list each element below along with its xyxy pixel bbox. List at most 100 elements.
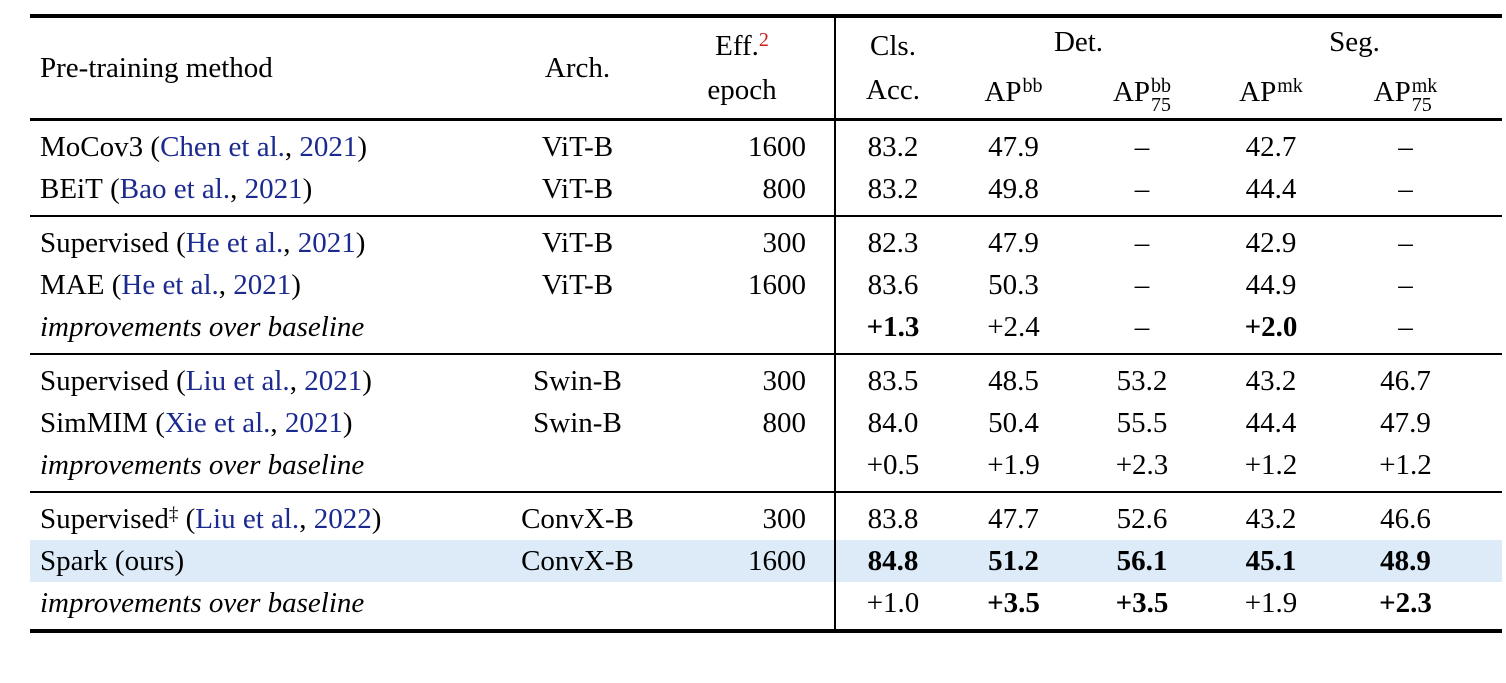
ap-sup-mk: mk — [1277, 75, 1303, 97]
cell-arch — [505, 306, 650, 354]
cell-method: Spark (ours) — [30, 540, 505, 582]
ap-sup-bb: bb — [1022, 75, 1043, 97]
cell-arch: Swin-B — [533, 406, 622, 439]
citation-year-link[interactable]: 2021 — [297, 226, 356, 259]
epoch-label: epoch — [707, 74, 777, 106]
cell-arch: ConvX-B — [505, 540, 650, 582]
cell-ap-mk: 43.2 — [1245, 364, 1297, 397]
ap-label: AP — [1239, 75, 1277, 108]
paren-open: ( — [168, 364, 186, 397]
method-name: MAE — [40, 268, 105, 301]
cell-ap-mk-75: – — [1398, 268, 1413, 301]
method-name: MoCov3 — [40, 130, 144, 163]
footnote-2-link[interactable]: 2 — [758, 29, 769, 51]
method-name: Supervised — [40, 364, 169, 397]
col-header-ap-bb: AP bb — [950, 66, 1077, 120]
cell-ap-mk-75: 48.9 — [1335, 540, 1502, 582]
citation-year-link[interactable]: 2021 — [299, 130, 358, 163]
col-header-epoch: Eff.2 epoch — [650, 16, 835, 120]
cell-epoch: 1600 — [748, 130, 806, 163]
cell-epoch: 1600 — [748, 268, 806, 301]
cell-ap-bb: 47.7 — [988, 502, 1039, 535]
cell-ap-bb-75: – — [1134, 130, 1150, 163]
paren-close: ) — [355, 226, 366, 259]
cell-ap-mk-75: – — [1398, 310, 1413, 343]
paren-open: ( — [104, 268, 122, 301]
cell-method: MAE (He et al., 2021) — [30, 264, 505, 306]
citation-link[interactable]: Bao et al. — [119, 172, 231, 205]
cell-ap-mk: 45.1 — [1207, 540, 1335, 582]
cell-cls-acc: 83.8 — [834, 492, 950, 540]
cell-ap-mk-75: 47.9 — [1380, 406, 1431, 439]
method-name: Supervised — [40, 226, 169, 259]
table-row: Supervised (He et al., 2021) ViT-B 300 8… — [30, 216, 1502, 264]
improvements-row: improvements over baseline +1.0 +3.5 +3.… — [30, 582, 1502, 631]
col-header-arch: Arch. — [544, 51, 611, 84]
citation-year-link[interactable]: 2021 — [244, 172, 303, 205]
cell-ap-mk: +1.2 — [1244, 448, 1298, 481]
cell-cls-acc: 83.2 — [834, 168, 950, 216]
citation-year-link[interactable]: 2022 — [313, 502, 372, 535]
table-header: Pre-training method Arch. Eff.2 epoch Cl… — [30, 16, 1502, 120]
cell-cls-acc: +1.0 — [834, 582, 950, 631]
cell-ap-mk: 44.4 — [1245, 172, 1297, 205]
cell-ap-bb: 49.8 — [988, 172, 1039, 205]
cell-ap-bb: 50.3 — [988, 268, 1039, 301]
paren-close: ) — [371, 502, 382, 535]
improvements-row: improvements over baseline +1.3 +2.4 – +… — [30, 306, 1502, 354]
citation-comma: , — [230, 172, 245, 205]
col-header-ap-mk-75: AP mk 75 — [1335, 66, 1502, 120]
cell-cls-acc: 83.2 — [834, 119, 950, 168]
cell-ap-bb: +3.5 — [987, 586, 1040, 619]
cell-ap-bb-75: +3.5 — [1115, 586, 1169, 619]
cell-ap-bb: 47.9 — [988, 226, 1039, 259]
cell-epoch: 800 — [762, 406, 807, 439]
method-name: improvements over baseline — [40, 310, 365, 343]
citation-year-link[interactable]: 2021 — [284, 406, 343, 439]
cell-method: improvements over baseline — [30, 306, 505, 354]
cell-epoch: 800 — [762, 172, 807, 205]
col-header-ap-bb-75: AP bb 75 — [1077, 66, 1207, 120]
method-name: improvements over baseline — [40, 586, 365, 619]
cell-arch: ViT-B — [541, 268, 614, 301]
improvements-row: improvements over baseline +0.5 +1.9 +2.… — [30, 444, 1502, 492]
group-vit-contrastive: MoCov3 (Chen et al., 2021) ViT-B 1600 83… — [30, 119, 1502, 216]
citation-year-link[interactable]: 2021 — [304, 364, 363, 397]
acc-label: Acc. — [866, 74, 920, 106]
method-name: improvements over baseline — [40, 448, 365, 481]
cell-cls-acc: 84.8 — [834, 540, 950, 582]
citation-link[interactable]: Xie et al. — [164, 406, 271, 439]
table-row: MoCov3 (Chen et al., 2021) ViT-B 1600 83… — [30, 119, 1502, 168]
cell-ap-bb: 51.2 — [950, 540, 1077, 582]
cell-cls-acc: 83.5 — [834, 354, 950, 402]
paren-open: ( — [147, 406, 165, 439]
citation-year-link[interactable]: 2021 — [233, 268, 292, 301]
cell-ap-bb: +1.9 — [987, 448, 1040, 481]
group-convx-spark: Supervised‡ (Liu et al., 2022) ConvX-B 3… — [30, 492, 1502, 631]
citation-link[interactable]: He et al. — [121, 268, 219, 301]
paren-open: ( — [168, 226, 186, 259]
cell-epoch — [650, 582, 835, 631]
cell-ap-mk-75: 46.6 — [1380, 502, 1431, 535]
table-row: MAE (He et al., 2021) ViT-B 1600 83.6 50… — [30, 264, 1502, 306]
citation-comma: , — [270, 406, 285, 439]
citation-link[interactable]: He et al. — [185, 226, 284, 259]
cell-ap-mk-75: 46.7 — [1380, 364, 1431, 397]
cell-ap-bb-75: 56.1 — [1077, 540, 1207, 582]
cell-arch — [505, 444, 650, 492]
cell-ap-mk: 44.4 — [1245, 406, 1297, 439]
cell-method: SimMIM (Xie et al., 2021) — [30, 402, 505, 444]
paren-open: ( — [102, 172, 120, 205]
cell-cls-acc: 83.6 — [834, 264, 950, 306]
paren-close: ) — [291, 268, 301, 301]
cell-arch — [505, 582, 650, 631]
citation-link[interactable]: Liu et al. — [195, 502, 300, 535]
citation-comma: , — [299, 502, 314, 535]
col-header-cls-acc: Cls. Acc. — [834, 16, 950, 120]
citation-link[interactable]: Liu et al. — [185, 364, 290, 397]
cell-method: Supervised (He et al., 2021) — [30, 216, 505, 264]
col-header-method: Pre-training method — [40, 51, 273, 84]
cell-ap-mk: 42.7 — [1245, 130, 1297, 163]
citation-link[interactable]: Chen et al. — [160, 130, 285, 163]
cell-ap-bb-75: – — [1134, 172, 1150, 205]
